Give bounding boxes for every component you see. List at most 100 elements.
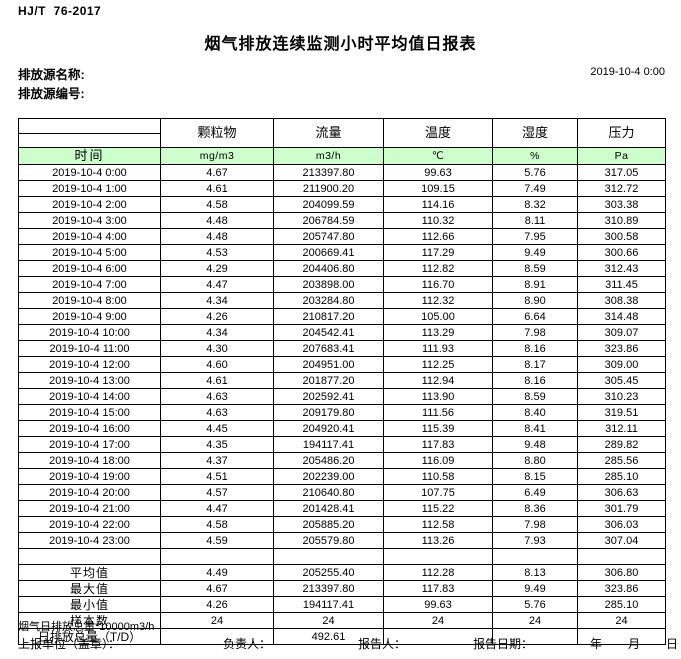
- cell-value-0: 4.53: [160, 244, 274, 261]
- cell-value-2: 110.58: [383, 468, 493, 485]
- header-unit-2: ℃: [383, 147, 493, 165]
- cell-value-4: 311.45: [577, 276, 666, 293]
- emission-source-name-label: 排放源名称:: [18, 68, 85, 82]
- header-unit-4: Pa: [577, 147, 666, 165]
- cell-value-1: 204099.59: [273, 196, 384, 213]
- summary-value-0: 4.67: [160, 580, 274, 597]
- cell-value-1: 204542.41: [273, 324, 384, 341]
- cell-time: 2019-10-4 16:00: [18, 420, 161, 437]
- cell-value-2: 112.58: [383, 516, 493, 533]
- table-row: 2019-10-4 16:00 4.45 204920.41 115.39 8.…: [18, 420, 666, 437]
- cell-time: 2019-10-4 12:00: [18, 356, 161, 373]
- table-row: 2019-10-4 3:00 4.48 206784.59 110.32 8.1…: [18, 212, 666, 229]
- cell-time: 2019-10-4 15:00: [18, 404, 161, 421]
- cell-value-1: 209179.80: [273, 404, 384, 421]
- table-row: 2019-10-4 19:00 4.51 202239.00 110.58 8.…: [18, 468, 666, 485]
- table-row: 2019-10-4 21:00 4.47 201428.41 115.22 8.…: [18, 500, 666, 517]
- header-unit-0: mg/m3: [160, 147, 274, 165]
- cell-value-3: 7.49: [492, 180, 578, 197]
- cell-value-0: 4.61: [160, 180, 274, 197]
- cell-value-3: 5.76: [492, 164, 578, 181]
- spacer-cell-0: [160, 548, 274, 565]
- report-table-container: 颗粒物 流量 温度 湿度 压力 时间 mg/m3 m3/h ℃ % Pa 201…: [18, 118, 666, 645]
- cell-time: 2019-10-4 7:00: [18, 276, 161, 293]
- table-row: 2019-10-4 1:00 4.61 211900.20 109.15 7.4…: [18, 180, 666, 197]
- daily-total-row: 日排放总量（T/D） 492.61: [18, 628, 666, 645]
- spacer-cell-time: [18, 548, 161, 565]
- cell-time: 2019-10-4 11:00: [18, 340, 161, 357]
- cell-value-1: 205747.80: [273, 228, 384, 245]
- cell-value-3: 7.95: [492, 228, 578, 245]
- header-time-label: 时间: [18, 147, 161, 165]
- cell-value-2: 112.66: [383, 228, 493, 245]
- table-row: 2019-10-4 12:00 4.60 204951.00 112.25 8.…: [18, 356, 666, 373]
- header-divider-line: [19, 133, 160, 134]
- emission-source-number-label: 排放源编号:: [18, 87, 85, 101]
- table-row: 2019-10-4 7:00 4.47 203898.00 116.70 8.9…: [18, 276, 666, 293]
- cell-time: 2019-10-4 23:00: [18, 532, 161, 549]
- cell-value-1: 203284.80: [273, 292, 384, 309]
- cell-value-0: 4.47: [160, 500, 274, 517]
- cell-value-1: 201428.41: [273, 500, 384, 517]
- summary-value-1: 205255.40: [273, 564, 384, 581]
- header-param-3: 湿度: [492, 118, 578, 148]
- cell-value-3: 8.36: [492, 500, 578, 517]
- cell-value-1: 205486.20: [273, 452, 384, 469]
- cell-value-1: 213397.80: [273, 164, 384, 181]
- cell-value-3: 8.40: [492, 404, 578, 421]
- table-body: 颗粒物 流量 温度 湿度 压力 时间 mg/m3 m3/h ℃ % Pa 201…: [18, 118, 666, 645]
- header-unit-1: m3/h: [273, 147, 384, 165]
- cell-value-0: 4.57: [160, 484, 274, 501]
- cell-time: 2019-10-4 19:00: [18, 468, 161, 485]
- cell-value-3: 9.48: [492, 436, 578, 453]
- cell-value-4: 285.10: [577, 468, 666, 485]
- cell-value-0: 4.51: [160, 468, 274, 485]
- cell-value-0: 4.48: [160, 228, 274, 245]
- cell-value-4: 305.45: [577, 372, 666, 389]
- cell-value-0: 4.26: [160, 308, 274, 325]
- summary-value-1: 194117.41: [273, 596, 384, 613]
- table-row: 2019-10-4 0:00 4.67 213397.80 99.63 5.76…: [18, 164, 666, 181]
- cell-value-3: 6.49: [492, 484, 578, 501]
- cell-value-2: 112.94: [383, 372, 493, 389]
- table-row: 2019-10-4 17:00 4.35 194117.41 117.83 9.…: [18, 436, 666, 453]
- table-row: 2019-10-4 4:00 4.48 205747.80 112.66 7.9…: [18, 228, 666, 245]
- summary-value-2: 99.63: [383, 596, 493, 613]
- cell-time: 2019-10-4 10:00: [18, 324, 161, 341]
- cell-value-3: 8.90: [492, 292, 578, 309]
- cell-value-3: 9.49: [492, 244, 578, 261]
- table-row: 2019-10-4 22:00 4.58 205885.20 112.58 7.…: [18, 516, 666, 533]
- cell-time: 2019-10-4 2:00: [18, 196, 161, 213]
- cell-value-1: 204920.41: [273, 420, 384, 437]
- header-param-4: 压力: [577, 118, 666, 148]
- cell-value-1: 201877.20: [273, 372, 384, 389]
- table-header-parameters: 颗粒物 流量 温度 湿度 压力: [18, 118, 666, 148]
- cell-value-3: 6.64: [492, 308, 578, 325]
- header-blank-cell: [18, 118, 161, 148]
- page-title: 烟气排放连续监测小时平均值日报表: [204, 36, 477, 53]
- cell-value-2: 116.09: [383, 452, 493, 469]
- summary-label: 最小值: [18, 596, 161, 613]
- cell-value-3: 7.98: [492, 516, 578, 533]
- cell-value-4: 319.51: [577, 404, 666, 421]
- summary-value-3: 24: [492, 612, 578, 629]
- summary-value-0: 4.26: [160, 596, 274, 613]
- cell-value-1: 207683.41: [273, 340, 384, 357]
- summary-row-average: 平均值 4.49 205255.40 112.28 8.13 306.80: [18, 564, 666, 581]
- table-row: 2019-10-4 14:00 4.63 202592.41 113.90 8.…: [18, 388, 666, 405]
- cell-value-1: 211900.20: [273, 180, 384, 197]
- cell-value-2: 113.26: [383, 532, 493, 549]
- cell-value-3: 8.11: [492, 212, 578, 229]
- summary-value-4: 285.10: [577, 596, 666, 613]
- cell-value-0: 4.61: [160, 372, 274, 389]
- cell-time: 2019-10-4 21:00: [18, 500, 161, 517]
- cell-time: 2019-10-4 20:00: [18, 484, 161, 501]
- table-row: 2019-10-4 8:00 4.34 203284.80 112.32 8.9…: [18, 292, 666, 309]
- cell-value-2: 113.29: [383, 324, 493, 341]
- cell-value-3: 8.16: [492, 372, 578, 389]
- cell-value-1: 194117.41: [273, 436, 384, 453]
- cell-value-2: 115.22: [383, 500, 493, 517]
- cell-value-1: 200669.41: [273, 244, 384, 261]
- cell-value-2: 112.82: [383, 260, 493, 277]
- cell-value-3: 8.41: [492, 420, 578, 437]
